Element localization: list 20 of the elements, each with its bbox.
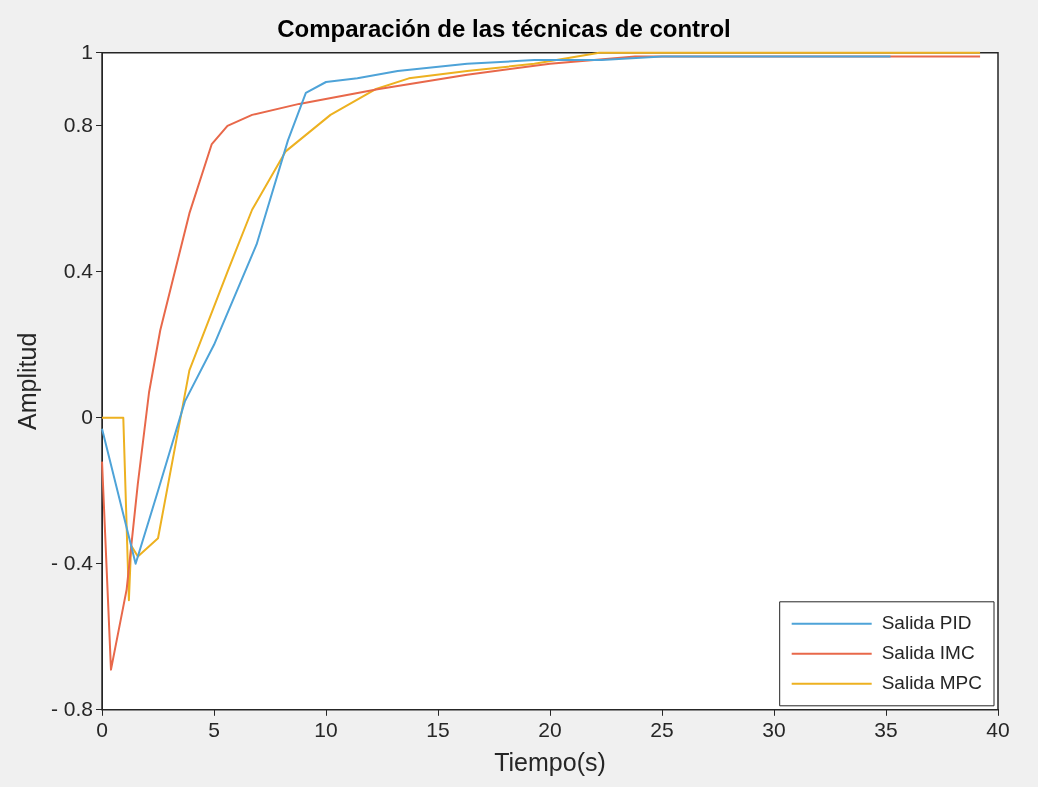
x-tick-label: 5 (208, 718, 220, 742)
x-tick-label: 40 (986, 718, 1010, 742)
y-tick-label: 0.8 (63, 112, 94, 136)
y-tick-label: - 0.4 (50, 550, 94, 574)
x-tick-label: 25 (650, 718, 674, 742)
x-tick-label: 15 (426, 718, 450, 742)
x-tick-label: 10 (314, 718, 338, 742)
legend-label: Salida MPC (881, 672, 983, 694)
chart-title: Comparación de las técnicas de control (277, 15, 731, 43)
x-tick-label: 20 (538, 718, 562, 742)
legend-label: Salida IMC (881, 642, 975, 664)
y-axis-title: Amplitud (12, 332, 41, 430)
legend-label: Salida PID (881, 612, 972, 634)
y-tick-label: 0.4 (63, 258, 94, 282)
x-tick-label: 35 (874, 718, 898, 742)
y-tick-label: - 0.8 (50, 696, 94, 720)
y-tick-label: 0 (81, 404, 94, 428)
y-tick-label: 1 (81, 39, 94, 63)
x-axis-title: Tiempo(s) (494, 747, 606, 776)
x-tick-label: 30 (762, 718, 786, 742)
